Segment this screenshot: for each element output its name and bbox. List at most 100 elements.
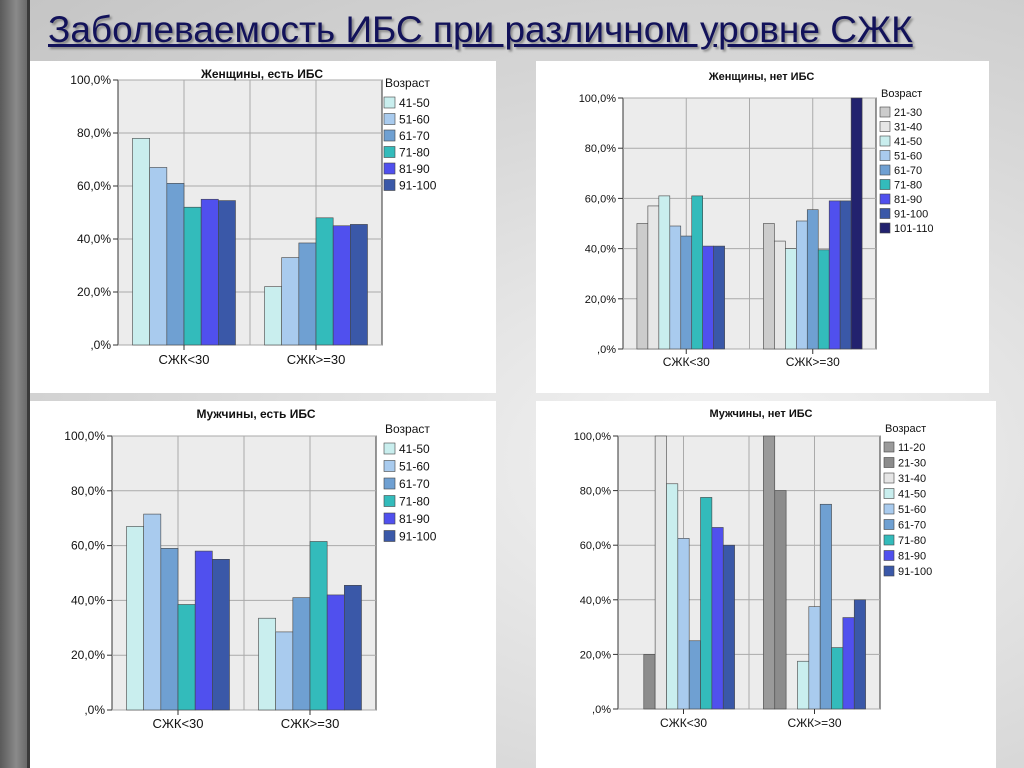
legend-swatch	[879, 179, 891, 190]
legend-label: 91-100	[894, 209, 928, 221]
bar-41-50-1	[797, 660, 810, 710]
legend-swatch	[383, 460, 396, 472]
legend-swatch	[883, 457, 895, 468]
legend-label: 51-60	[894, 151, 922, 163]
bar-41-50-0	[126, 526, 144, 711]
slide-title: Заболеваемость ИБС при различном уровне …	[48, 9, 913, 50]
y-tick-label: 80,0%	[71, 484, 105, 498]
legend-label: 61-70	[894, 165, 922, 177]
chart-title: Женщины, есть ИБС	[200, 67, 323, 81]
bar-91-100-1	[344, 585, 362, 711]
bar-81-90-1	[828, 200, 841, 350]
legend-swatch	[879, 208, 891, 219]
bar-81-90-1	[326, 594, 345, 711]
bar-51-60-0	[677, 538, 690, 710]
legend-swatch	[383, 113, 396, 125]
bar-81-90-1	[842, 617, 855, 710]
bar-41-50-1	[785, 248, 797, 350]
y-tick-label: 20,0%	[77, 285, 111, 299]
bar-71-80-1	[817, 249, 830, 350]
y-tick-label: ,0%	[84, 703, 105, 717]
chart-title: Мужчины, есть ИБС	[196, 407, 315, 421]
legend-label: 41-50	[894, 136, 922, 148]
chart-title: Женщины, нет ИБС	[708, 71, 815, 83]
legend-label: 41-50	[898, 489, 926, 501]
bar-41-50-0	[666, 483, 679, 710]
legend-label: 71-80	[399, 495, 430, 509]
legend-swatch	[883, 534, 895, 546]
legend-swatch	[383, 146, 396, 158]
legend-swatch	[383, 495, 396, 507]
bar-31-40-0	[654, 435, 667, 710]
legend-title: Возраст	[385, 76, 430, 90]
bar-61-70-1	[806, 209, 819, 350]
bar-21-30-0	[643, 654, 656, 710]
bar-51-60-1	[281, 257, 300, 346]
legend-swatch	[883, 441, 895, 453]
y-tick-label: 60,0%	[585, 193, 616, 205]
legend-swatch	[383, 179, 396, 191]
bar-71-80-1	[831, 647, 844, 710]
x-tick-label: СЖК>=30	[281, 716, 340, 731]
y-tick-label: 40,0%	[71, 593, 105, 607]
bar-41-50-1	[264, 286, 282, 346]
bar-61-70-1	[292, 597, 311, 711]
legend-label: 41-50	[399, 442, 430, 456]
y-tick-label: 100,0%	[579, 93, 617, 105]
y-tick-label: 20,0%	[585, 294, 616, 306]
bar-81-90-0	[702, 245, 714, 350]
bar-91-100-0	[218, 200, 236, 346]
bar-61-70-0	[680, 235, 693, 350]
bar-61-70-1	[298, 242, 317, 346]
bar-71-80-0	[691, 195, 703, 350]
x-tick-label: СЖК<30	[660, 716, 707, 730]
bar-91-100-0	[212, 559, 230, 711]
legend-label: 21-30	[898, 458, 926, 470]
y-tick-label: ,0%	[592, 704, 611, 716]
legend-label: 91-100	[898, 566, 932, 578]
y-tick-label: 20,0%	[71, 648, 105, 662]
legend-label: 71-80	[898, 535, 926, 547]
bar-21-30-0	[636, 223, 649, 350]
bar-41-50-0	[132, 138, 150, 346]
bar-81-90-0	[200, 198, 219, 346]
chart-panel-women-ihd: 100,0% 80,0% 60,0% 40,0% 20,0% ,0% СЖК<30 СЖК>=…	[30, 61, 496, 393]
bar-31-40-1	[774, 240, 786, 350]
y-tick-label: 100,0%	[574, 431, 612, 443]
bar-71-80-1	[309, 541, 328, 711]
y-tick-label: 60,0%	[71, 539, 105, 553]
bar-81-90-0	[711, 527, 724, 710]
legend-swatch	[879, 150, 891, 161]
legend-label: 81-90	[399, 162, 430, 176]
legend-swatch	[383, 512, 396, 525]
legend-swatch	[383, 162, 396, 175]
bar-51-60-0	[669, 225, 682, 350]
bar-81-90-0	[194, 550, 213, 711]
bar-71-80-0	[700, 497, 713, 710]
legend-title: Возраст	[885, 423, 926, 435]
legend-label: 81-90	[894, 194, 922, 206]
legend-swatch	[883, 550, 895, 561]
legend-label: 51-60	[399, 460, 430, 474]
legend-label: 21-30	[894, 107, 922, 119]
bar-51-60-1	[275, 631, 294, 711]
legend-swatch	[883, 472, 895, 484]
y-tick-label: 60,0%	[580, 540, 611, 552]
legend-label: 41-50	[399, 96, 430, 110]
legend-swatch	[883, 503, 895, 515]
legend-swatch	[383, 477, 396, 490]
legend-swatch	[883, 488, 895, 499]
bar-91-100-1	[839, 200, 852, 350]
chart-panel-men-ihd: 100,0% 80,0% 60,0% 40,0% 20,0% ,0% СЖК<30 СЖК>=…	[30, 401, 496, 768]
bar-91-100-0	[722, 544, 735, 710]
chart-title: Мужчины, нет ИБС	[710, 408, 813, 420]
left-decor-line	[27, 0, 30, 768]
legend-swatch	[383, 129, 396, 142]
legend-label: 71-80	[894, 180, 922, 192]
bar-91-100-1	[350, 224, 368, 346]
y-tick-label: 60,0%	[77, 179, 111, 193]
legend-swatch	[879, 193, 891, 205]
bar-21-30-1	[774, 490, 787, 710]
bar-91-100-0	[713, 245, 725, 350]
legend-swatch	[383, 96, 396, 109]
